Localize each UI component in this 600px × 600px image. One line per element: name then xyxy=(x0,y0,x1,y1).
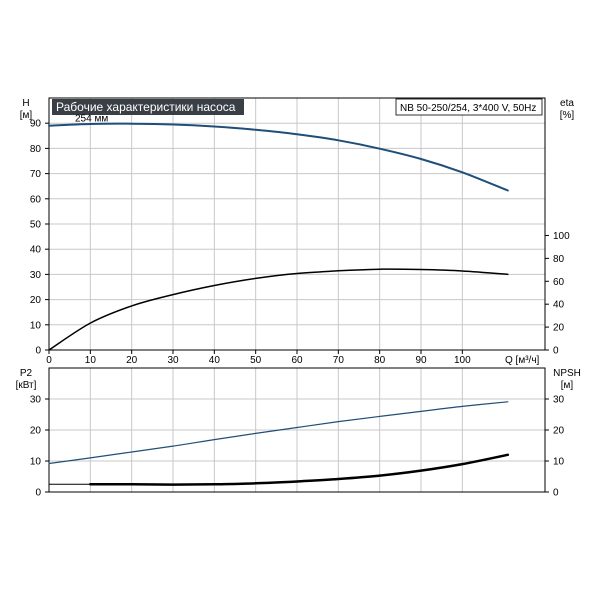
info-box xyxy=(395,98,543,116)
grid xyxy=(49,98,545,350)
left-tick-label: 20 xyxy=(30,426,42,437)
left-tick-label: 40 xyxy=(30,245,42,256)
left-tick-label: 80 xyxy=(30,144,42,155)
right-axis-label: NPSH xyxy=(553,368,581,379)
right-tick-label: 0 xyxy=(553,488,559,499)
right-tick-label: 40 xyxy=(553,300,565,311)
left-tick-label: 20 xyxy=(30,295,42,306)
power-npsh-panel: 0 10 20 30 0 10 20 30 P2[кВт] NPSH[м] xyxy=(16,367,581,499)
right-tick-label: 20 xyxy=(553,426,565,437)
x-tick-label: 50 xyxy=(250,355,262,366)
x-tick-label: 90 xyxy=(415,355,427,366)
left-axis-unit: [м] xyxy=(20,110,33,121)
left-axis-unit: [кВт] xyxy=(16,380,37,391)
series-line-1-1 xyxy=(89,453,510,486)
left-tick-label: 50 xyxy=(30,220,42,231)
left-tick-label: 10 xyxy=(30,320,42,331)
right-axis-label: eta xyxy=(560,98,574,109)
right-tick-label: 60 xyxy=(553,277,565,288)
series-name-label: 254 мм xyxy=(75,114,108,125)
left-tick-label: 60 xyxy=(30,194,42,205)
right-tick-label: 30 xyxy=(553,395,565,406)
series-line-0-0 xyxy=(48,122,509,192)
right-axis-unit: [м] xyxy=(561,380,574,391)
x-tick-label: 60 xyxy=(291,355,303,366)
x-tick-label: 10 xyxy=(85,355,97,366)
head-eta-panel: 0102030405060708090020406080100H[м]eta[%… xyxy=(20,97,575,366)
x-axis-label: Q [м³/ч] xyxy=(505,355,540,366)
chart-title: Рабочие характеристики насоса xyxy=(56,100,236,114)
x-tick-label: 80 xyxy=(374,355,386,366)
left-tick-label: 0 xyxy=(35,488,41,499)
x-tick-label: 30 xyxy=(167,355,179,366)
left-tick-label: 90 xyxy=(30,119,42,130)
x-tick-label: 20 xyxy=(126,355,138,366)
x-tick-label: 70 xyxy=(333,355,345,366)
pump-info-label: NB 50-250/254, 3*400 V, 50Hz xyxy=(400,103,536,114)
right-tick-label: 0 xyxy=(553,346,559,357)
x-tick-label: 40 xyxy=(209,355,221,366)
left-tick-label: 0 xyxy=(35,346,41,357)
right-tick-label: 10 xyxy=(553,457,565,468)
left-axis-label: H xyxy=(22,98,29,109)
left-tick-label: 10 xyxy=(30,457,42,468)
grid xyxy=(49,368,545,492)
left-tick-label: 30 xyxy=(30,270,42,281)
series-line-0-1 xyxy=(48,268,509,351)
x-tick-label: 100 xyxy=(454,355,471,366)
series-line-1-0 xyxy=(48,401,509,465)
left-tick-label: 30 xyxy=(30,395,42,406)
x-tick-label: 0 xyxy=(46,355,52,366)
left-axis-label: P2 xyxy=(20,368,33,379)
right-axis-unit: [%] xyxy=(560,110,575,121)
title-background xyxy=(52,99,244,115)
right-tick-label: 100 xyxy=(553,231,570,242)
right-tick-label: 80 xyxy=(553,254,565,265)
right-tick-label: 20 xyxy=(553,323,565,334)
left-tick-label: 70 xyxy=(30,169,42,180)
